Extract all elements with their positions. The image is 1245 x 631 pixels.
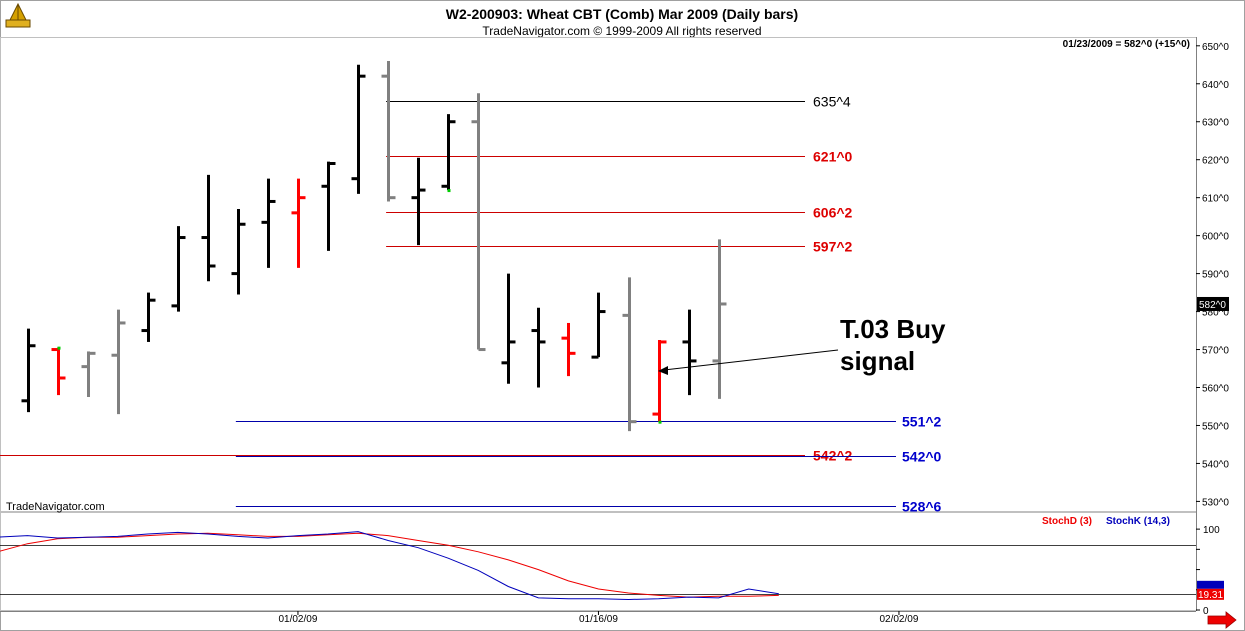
ohlc-bar-9 (291, 178, 306, 268)
price-tick-label-1: 540^0 (1202, 459, 1229, 470)
level-label-4: 551^2 (902, 414, 942, 430)
watermark: TradeNavigator.com (6, 501, 105, 513)
ohlc-bar-12 (381, 60, 396, 202)
ohlc-bar-23 (712, 239, 727, 399)
stoch-series-0 (0, 532, 779, 598)
price-tick-label-11: 640^0 (1202, 80, 1229, 91)
stochastic-lines (0, 531, 1196, 601)
date-tick-label-0: 01/02/09 (278, 614, 317, 625)
date-tick-label-1: 01/16/09 (579, 614, 618, 625)
date-tick-label-2: 02/02/09 (879, 614, 918, 625)
buy-signal-annotation: T.03 Buy signal (658, 314, 946, 376)
ohlc-bar-15 (471, 93, 486, 352)
ohlc-bar-1 (51, 346, 66, 396)
ohlc-bar-10 (321, 161, 336, 251)
level-label-5: 542^2 (813, 448, 853, 464)
price-tick-label-9: 620^0 (1202, 156, 1229, 167)
ohlc-bar-20 (622, 277, 637, 432)
stoch-tick-label-0: 0 (1203, 606, 1209, 617)
ohlc-bar-6 (201, 174, 216, 282)
level-label-7: 528^6 (902, 499, 942, 515)
ohlc-bar-4 (141, 292, 156, 342)
ohlc-bar-21 (652, 340, 667, 424)
last-price-box (1197, 296, 1229, 311)
price-tick-label-7: 600^0 (1202, 232, 1229, 243)
price-tick-label-8: 610^0 (1202, 194, 1229, 205)
stoch-k-last-box (1197, 580, 1224, 589)
scroll-right-button[interactable] (1207, 611, 1237, 629)
level-label-3: 597^2 (813, 239, 853, 255)
support-resistance-levels: 635^4 621^0 606^2 597^2 551^2 542^2 542^0 528^6 (0, 94, 942, 515)
stoch-legend-d: StochD (3) (1042, 516, 1092, 527)
bar-marker (447, 189, 451, 193)
chart-title: W2-200903: Wheat CBT (Comb) Mar 2009 (Da… (446, 6, 798, 22)
ohlc-bar-7 (231, 209, 246, 295)
price-tick-label-2: 550^0 (1202, 421, 1229, 432)
price-axis: 530^0 540^0 550^0 560^0 570^0 580^0 590^0 600^0… (1196, 42, 1229, 508)
level-label-0: 635^4 (813, 94, 851, 110)
bar-marker (658, 420, 662, 424)
level-label-2: 606^2 (813, 205, 853, 221)
price-tick-label-10: 630^0 (1202, 118, 1229, 129)
ohlc-bar-2 (81, 351, 96, 397)
stoch-last-value: 19.31 (1198, 590, 1223, 601)
price-tick-label-0: 530^0 (1202, 497, 1229, 508)
level-label-6: 542^0 (902, 449, 942, 465)
price-bars (21, 60, 727, 432)
ohlc-bar-3 (111, 309, 126, 415)
last-price-label: 582^0 (1199, 300, 1226, 311)
chart-copyright: TradeNavigator.com © 1999-2009 All right… (482, 24, 761, 38)
annotation-line1: T.03 Buy (840, 314, 946, 344)
price-tick-label-6: 590^0 (1202, 270, 1229, 281)
ohlc-bar-8 (261, 178, 276, 268)
price-tick-label-3: 560^0 (1202, 384, 1229, 395)
ohlc-bar-17 (531, 307, 546, 388)
date-axis: 01/02/09 01/16/09 02/02/09 (278, 611, 919, 625)
ohlc-bar-0 (21, 328, 36, 413)
arrow-right-icon[interactable] (1207, 611, 1237, 629)
level-label-1: 621^0 (813, 149, 853, 165)
stoch-legend-k: StochK (14,3) (1106, 516, 1170, 527)
price-readout: 01/23/2009 = 582^0 (+15^0) (1063, 39, 1190, 50)
stoch-d-last-box (1197, 588, 1224, 600)
stoch-series-1 (0, 531, 779, 601)
ohlc-bar-16 (501, 273, 516, 384)
price-tick-label-12: 650^0 (1202, 42, 1229, 53)
ohlc-bar-18 (561, 322, 576, 377)
stochastic-axis: StochD (3) StochK (14,3) 0 100 19.31 (1042, 516, 1224, 617)
ohlc-bar-14 (441, 114, 456, 193)
trade-navigator-logo-icon (5, 2, 31, 28)
annotation-line2: signal (840, 346, 915, 376)
price-tick-label-5: 580^0 (1202, 308, 1229, 319)
ohlc-bar-22 (682, 309, 697, 396)
ohlc-bar-11 (351, 64, 366, 194)
ohlc-bar-19 (591, 292, 606, 359)
stoch-tick-label-4: 100 (1203, 525, 1220, 536)
ohlc-bar-5 (171, 226, 186, 312)
ohlc-bar-13 (411, 157, 426, 246)
bar-marker (57, 346, 61, 350)
price-tick-label-4: 570^0 (1202, 346, 1229, 357)
